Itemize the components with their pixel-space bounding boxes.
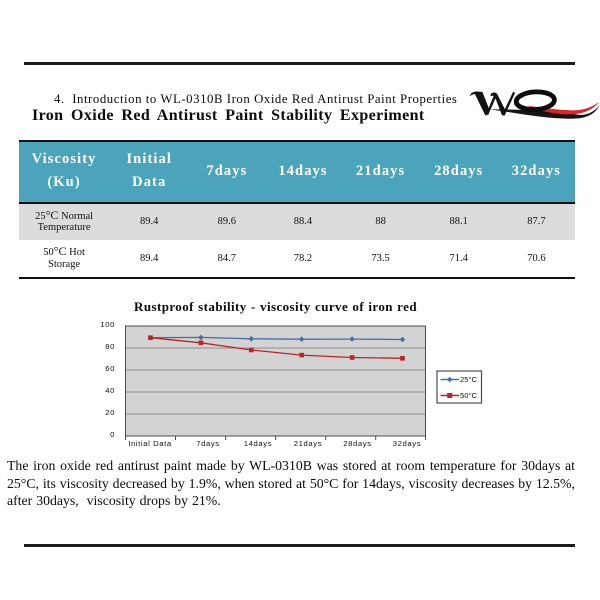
svg-text:20: 20 (105, 408, 115, 417)
svg-text:Initial Data: Initial Data (128, 439, 172, 448)
svg-text:80: 80 (105, 342, 115, 351)
svg-text:28days: 28days (343, 439, 371, 448)
svg-text:50°C: 50°C (460, 391, 477, 400)
svg-text:25°C: 25°C (460, 375, 477, 384)
svg-text:40: 40 (105, 386, 115, 395)
svg-text:0: 0 (110, 430, 115, 439)
svg-text:21days: 21days (294, 439, 322, 448)
svg-text:7days: 7days (196, 439, 220, 448)
svg-text:Rustproof stability - viscosit: Rustproof stability - viscosity curve of… (134, 299, 417, 314)
svg-text:14days: 14days (244, 439, 272, 448)
svg-text:100: 100 (100, 320, 115, 329)
svg-text:32days: 32days (393, 439, 421, 448)
svg-text:60: 60 (105, 364, 115, 373)
